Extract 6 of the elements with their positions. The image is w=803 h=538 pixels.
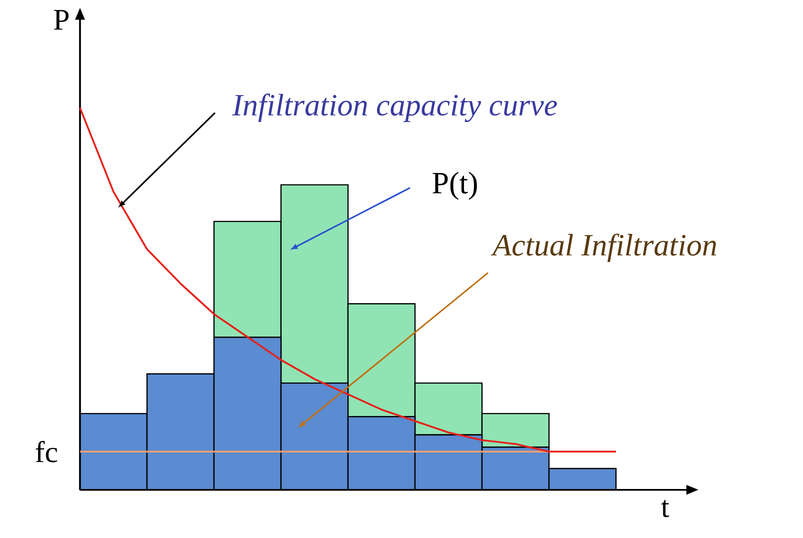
x-axis-title: t — [661, 500, 670, 518]
ref-line-label: fc — [36, 440, 58, 462]
annotation: Infiltration capacity curve — [232, 94, 557, 122]
annotation: P(t) — [432, 172, 477, 200]
annotation: Actual Infiltration — [490, 234, 716, 262]
y-axis-title: P — [54, 10, 69, 30]
